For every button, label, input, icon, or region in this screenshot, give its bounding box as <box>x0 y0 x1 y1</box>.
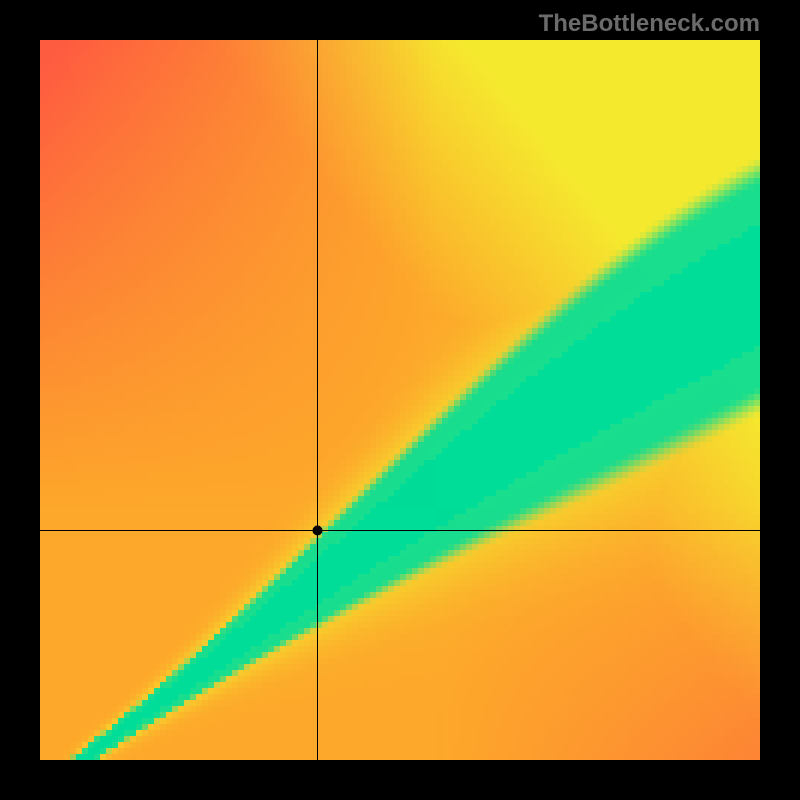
chart-frame: TheBottleneck.com <box>0 0 800 800</box>
heatmap-canvas <box>40 40 760 760</box>
watermark-text: TheBottleneck.com <box>539 10 760 38</box>
